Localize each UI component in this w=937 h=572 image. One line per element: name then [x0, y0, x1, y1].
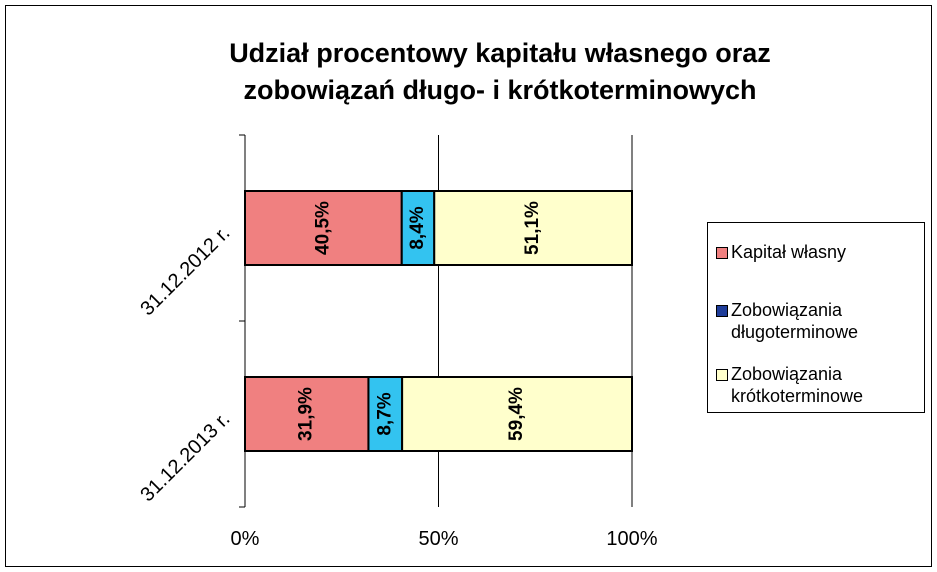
data-label: 8,7%: [374, 392, 395, 435]
legend-swatch: [716, 247, 728, 259]
bar-segment: [367, 376, 404, 452]
bar-segment: [400, 190, 436, 266]
chart-title: Udział procentowy kapitału własnego oraz: [229, 38, 771, 68]
legend-swatch: [716, 305, 728, 317]
data-label: 59,4%: [506, 387, 527, 441]
bar-segment: [433, 190, 634, 266]
data-label: 31,9%: [296, 387, 317, 441]
data-label: 51,1%: [522, 201, 543, 255]
bar-segment: [401, 376, 634, 452]
x-tick-label: 100%: [606, 528, 657, 550]
bar-segment: [244, 376, 370, 452]
x-tick-label: 0%: [231, 528, 260, 550]
legend-label: Zobowiązania długoterminowe: [731, 300, 859, 342]
legend-label: Kapitał własny: [731, 242, 847, 262]
legend: Kapitał własny Zobowiązania długoterminow…: [707, 222, 925, 413]
legend-label: Zobowiązania krótkoterminowe: [731, 364, 864, 406]
x-tick-label: 50%: [418, 528, 458, 550]
bar-segment: [244, 190, 403, 266]
chart-title: zobowiązań długo- i krótkoterminowych: [243, 75, 756, 105]
data-label: 40,5%: [312, 201, 333, 255]
legend-swatch: [716, 369, 728, 381]
data-label: 8,4%: [407, 206, 428, 249]
